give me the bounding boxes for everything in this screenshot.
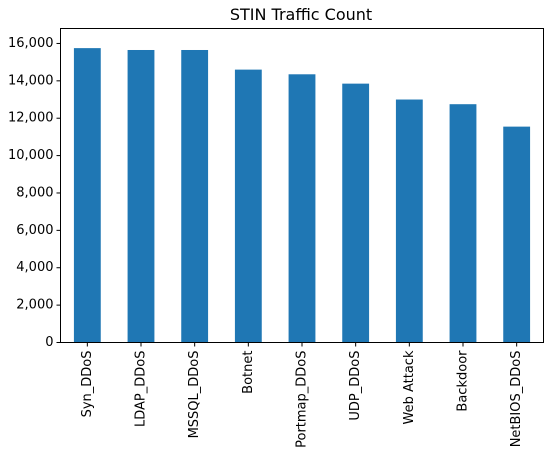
plot-frame: [60, 28, 544, 343]
chart-title: STIN Traffic Count: [230, 5, 372, 24]
x-tick-label: Web Attack: [402, 350, 417, 424]
bar-botnet: [234, 69, 262, 343]
y-tick-label: 6,000: [16, 223, 53, 238]
bar-portmap-ddos: [288, 74, 316, 343]
y-tick-label: 12,000: [8, 111, 54, 126]
x-tick-label: Botnet: [241, 351, 256, 394]
x-tick-label: Backdoor: [456, 350, 471, 412]
y-tick-label: 16,000: [8, 36, 54, 51]
x-tick-label: UDP_DDoS: [348, 351, 363, 421]
bar-udp-ddos: [342, 83, 370, 343]
y-tick-label: 0: [45, 335, 53, 350]
y-tick-label: 2,000: [16, 298, 53, 313]
y-tick-label: 4,000: [16, 260, 53, 275]
y-tick-label: 14,000: [8, 73, 54, 88]
x-tick-label: MSSQL_DDoS: [187, 351, 202, 439]
bar-backdoor: [449, 104, 477, 343]
x-axis-ticks: Syn_DDoS LDAP_DDoS MSSQL_DDoS Botnet Portmap…: [80, 342, 524, 448]
x-tick-label: LDAP_DDoS: [134, 351, 149, 427]
y-tick-label: 10,000: [8, 148, 54, 163]
bar-netbios-ddos: [503, 126, 531, 343]
bar-syn-ddos: [73, 48, 101, 343]
y-tick-label: 8,000: [16, 185, 53, 200]
bars-group: [73, 48, 531, 343]
x-tick-label: Syn_DDoS: [80, 351, 95, 418]
x-tick-label: NetBIOS_DDoS: [509, 351, 524, 448]
bar-ldap-ddos: [127, 49, 155, 343]
y-axis-ticks: 0 2,000 4,000 6,000 8,000 10,000 12,000 14,000 1…: [8, 36, 61, 350]
bar-web-attack: [395, 99, 423, 343]
x-tick-label: Portmap_DDoS: [295, 351, 310, 448]
bar-mssql-ddos: [181, 49, 209, 343]
